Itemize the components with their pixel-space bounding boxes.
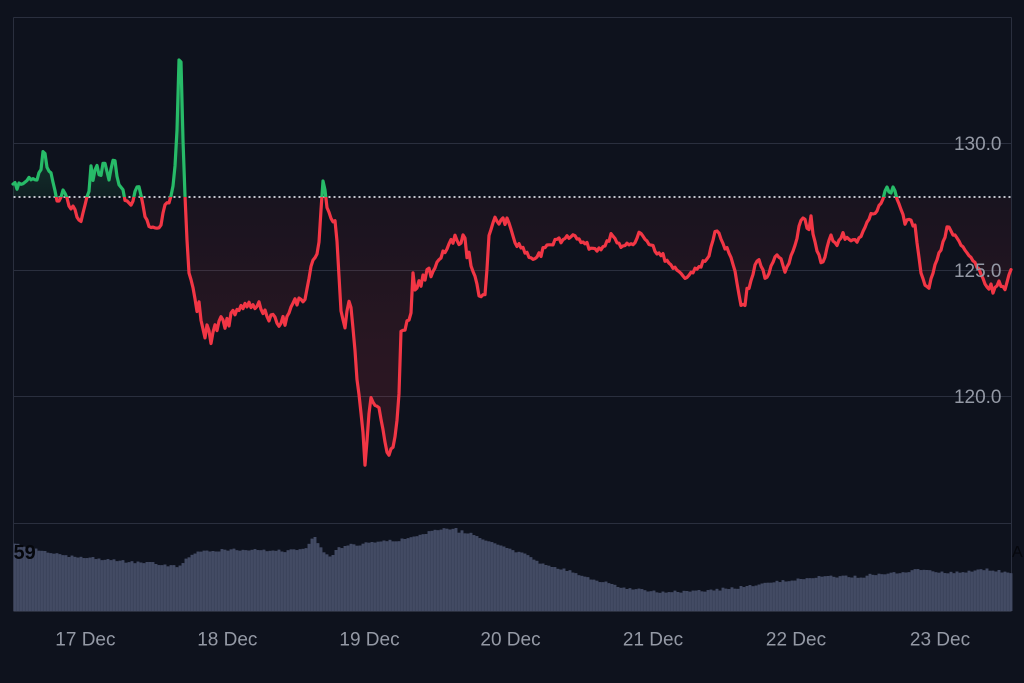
svg-text:23 Dec: 23 Dec (910, 630, 970, 651)
svg-text:A: A (1012, 544, 1023, 561)
svg-text:18 Dec: 18 Dec (197, 630, 257, 651)
svg-text:22 Dec: 22 Dec (766, 630, 826, 651)
svg-text:20 Dec: 20 Dec (480, 630, 540, 651)
svg-text:125.0: 125.0 (954, 261, 1002, 282)
svg-text:120.0: 120.0 (954, 387, 1002, 408)
svg-text:59: 59 (14, 542, 36, 564)
svg-text:130.0: 130.0 (954, 134, 1002, 155)
svg-text:17 Dec: 17 Dec (55, 630, 115, 651)
svg-text:19 Dec: 19 Dec (339, 630, 399, 651)
svg-text:21 Dec: 21 Dec (623, 630, 683, 651)
